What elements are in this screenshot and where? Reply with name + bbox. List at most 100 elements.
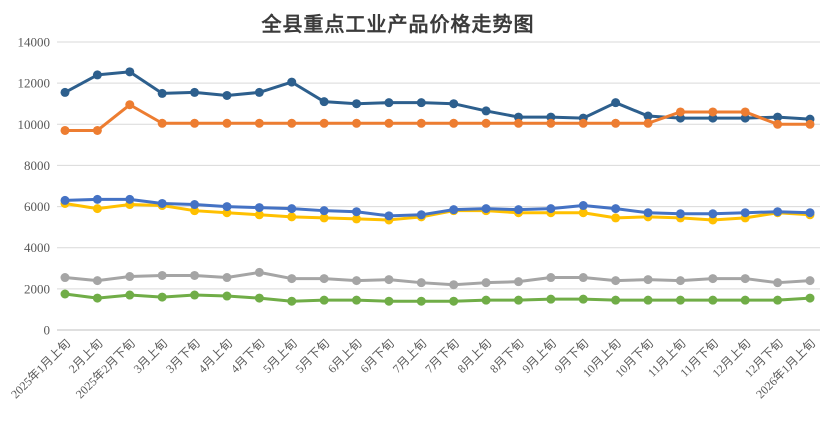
data-point-dark-blue-line <box>675 113 685 123</box>
data-point-blue-line <box>416 210 426 220</box>
data-point-blue-line <box>773 207 783 217</box>
data-point-green-line <box>773 295 783 305</box>
data-point-orange-line <box>384 118 394 128</box>
data-point-gray-line <box>287 274 297 284</box>
data-point-blue-line <box>513 205 523 215</box>
data-point-yellow-line <box>708 215 718 225</box>
data-point-orange-line <box>287 118 297 128</box>
data-point-gray-line <box>740 274 750 284</box>
x-axis-label: 8月上旬 <box>455 336 495 376</box>
data-point-dark-blue-line <box>708 113 718 123</box>
data-point-gray-line <box>352 276 362 286</box>
data-point-orange-line <box>611 118 621 128</box>
data-point-orange-line <box>60 125 70 135</box>
data-point-yellow-line <box>190 206 200 216</box>
data-point-green-line <box>708 295 718 305</box>
data-point-dark-blue-line <box>125 67 135 77</box>
data-point-yellow-line <box>352 214 362 224</box>
data-point-orange-line <box>190 118 200 128</box>
data-point-blue-line <box>578 201 588 211</box>
x-axis-label: 9月上旬 <box>519 336 559 376</box>
x-axis-label: 8月下旬 <box>487 336 527 376</box>
data-point-orange-line <box>773 119 783 129</box>
data-point-orange-line <box>222 118 232 128</box>
data-point-blue-line <box>675 209 685 219</box>
data-point-blue-line <box>384 211 394 221</box>
data-point-dark-blue-line <box>287 77 297 87</box>
x-axis-label: 7月上旬 <box>390 336 430 376</box>
data-point-blue-line <box>546 204 556 214</box>
x-axis-label: 3月上旬 <box>131 336 171 376</box>
data-point-green-line <box>190 290 200 300</box>
data-point-yellow-line <box>319 213 329 223</box>
data-point-yellow-line <box>254 210 264 220</box>
data-point-gray-line <box>416 278 426 288</box>
data-point-blue-line <box>611 204 621 214</box>
data-point-gray-line <box>773 278 783 288</box>
data-point-dark-blue-line <box>773 112 783 122</box>
data-point-gray-line <box>546 273 556 283</box>
y-axis-label: 14000 <box>18 35 51 50</box>
data-point-orange-line <box>352 118 362 128</box>
data-point-dark-blue-line <box>352 99 362 109</box>
data-point-yellow-line <box>222 208 232 218</box>
y-axis-label: 0 <box>44 323 51 338</box>
data-point-dark-blue-line <box>319 97 329 107</box>
series-line-yellow-line <box>63 201 812 222</box>
data-point-gray-line <box>675 276 685 286</box>
data-point-orange-line <box>125 100 135 110</box>
data-point-yellow-line <box>287 212 297 222</box>
y-axis-label: 2000 <box>24 281 50 296</box>
data-point-orange-line <box>805 119 815 129</box>
series-line-dark-blue-line <box>63 70 812 121</box>
data-point-green-line <box>481 295 491 305</box>
data-point-dark-blue-line <box>157 88 167 98</box>
data-point-blue-line <box>254 203 264 213</box>
data-point-dark-blue-line <box>384 98 394 108</box>
data-point-green-line <box>60 289 70 299</box>
data-point-dark-blue-line <box>254 87 264 97</box>
data-point-orange-line <box>157 118 167 128</box>
data-point-gray-line <box>643 275 653 285</box>
data-point-gray-line <box>481 278 491 288</box>
data-point-gray-line <box>157 270 167 280</box>
x-axis-label: 4月下旬 <box>228 336 268 376</box>
data-point-dark-blue-line <box>92 70 102 80</box>
data-point-blue-line <box>740 208 750 218</box>
data-point-gray-line <box>125 272 135 282</box>
data-point-green-line <box>449 296 459 306</box>
x-axis-label: 2025年1月上旬 <box>8 336 73 401</box>
data-point-gray-line <box>319 274 329 284</box>
data-point-blue-line <box>805 208 815 218</box>
x-axis-label: 6月上旬 <box>325 336 365 376</box>
data-point-green-line <box>578 294 588 304</box>
data-point-gray-line <box>708 274 718 284</box>
data-point-orange-line <box>254 118 264 128</box>
data-point-dark-blue-line <box>546 112 556 122</box>
data-point-blue-line <box>481 204 491 214</box>
data-point-green-line <box>254 293 264 303</box>
data-point-orange-line <box>319 118 329 128</box>
data-point-blue-line <box>287 204 297 214</box>
data-point-gray-line <box>190 270 200 280</box>
data-point-blue-line <box>125 194 135 204</box>
data-point-blue-line <box>190 200 200 210</box>
data-point-orange-line <box>708 107 718 117</box>
data-point-gray-line <box>384 275 394 285</box>
data-point-green-line <box>287 296 297 306</box>
data-point-blue-line <box>92 194 102 204</box>
data-point-orange-line <box>449 118 459 128</box>
data-point-blue-line <box>60 195 70 205</box>
data-point-gray-line <box>611 276 621 286</box>
data-point-blue-line <box>222 202 232 212</box>
data-point-gray-line <box>805 276 815 286</box>
data-point-gray-line <box>222 273 232 283</box>
series-line-orange-line <box>63 103 812 132</box>
data-point-yellow-line <box>611 213 621 223</box>
data-point-dark-blue-line <box>222 90 232 100</box>
data-point-blue-line <box>449 205 459 215</box>
data-point-yellow-line <box>578 208 588 218</box>
data-point-gray-line <box>449 280 459 290</box>
